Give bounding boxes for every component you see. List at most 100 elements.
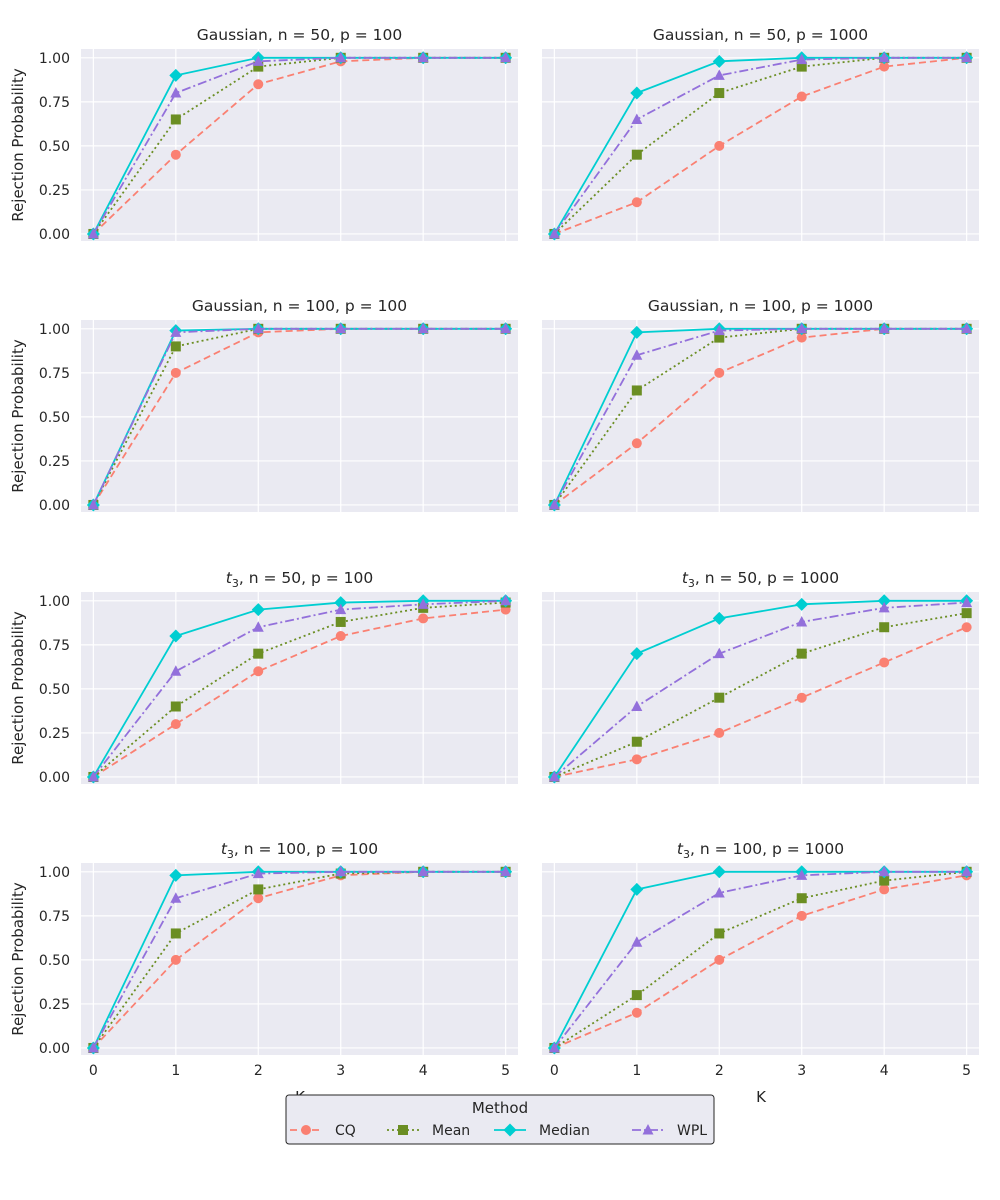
data-point <box>712 865 726 879</box>
y-tick-label: 0.50 <box>39 953 70 969</box>
data-point <box>170 341 181 352</box>
x-tick-label: 5 <box>501 1063 510 1079</box>
data-point <box>878 865 890 877</box>
y-axis-label: Rejection Probability <box>9 339 27 493</box>
data-point <box>631 149 642 160</box>
series-line <box>553 870 967 1049</box>
data-point <box>548 498 560 510</box>
data-point <box>170 665 182 676</box>
data-point <box>796 615 808 627</box>
data-point <box>335 616 346 627</box>
legend-entry-wpl: WPL <box>632 1123 707 1139</box>
data-point <box>417 598 429 609</box>
panel-title: t3, n = 50, p = 100 <box>226 569 373 590</box>
series-line <box>553 327 967 506</box>
panel-title: t3, n = 100, p = 100 <box>221 840 378 861</box>
data-point <box>630 882 644 896</box>
series-wpl <box>548 51 973 239</box>
data-point <box>712 611 726 625</box>
legend-entry-median: Median <box>494 1123 590 1139</box>
series-line <box>92 327 506 506</box>
data-point <box>252 322 264 334</box>
y-tick-label: 0.00 <box>39 1041 70 1057</box>
data-point <box>961 596 973 608</box>
y-tick-label: 0.25 <box>39 997 70 1013</box>
data-point <box>87 1041 99 1053</box>
subplot: Gaussian, n = 50, p = 1000 <box>542 26 979 241</box>
plot-area <box>81 49 518 241</box>
plot-area <box>542 863 979 1055</box>
legend-label: Mean <box>432 1123 470 1139</box>
data-point <box>796 53 808 65</box>
data-point <box>795 597 809 611</box>
data-point <box>417 322 429 334</box>
x-tick-label: 3 <box>336 1063 345 1079</box>
data-point <box>796 869 808 880</box>
series-line <box>553 327 967 506</box>
data-point <box>335 51 347 63</box>
x-tick-label: 4 <box>880 1063 889 1079</box>
data-point <box>335 631 346 642</box>
panels: 0.00 0.25 0.50 0.75 1.00 Rejection Probabilit… <box>9 26 979 1106</box>
data-point <box>169 868 183 882</box>
y-tick-label: 0.25 <box>39 726 70 742</box>
plot-area <box>81 320 518 512</box>
series-line <box>92 56 506 235</box>
data-point <box>170 326 182 337</box>
data-point <box>713 324 725 336</box>
data-point <box>961 865 973 877</box>
data-point <box>631 754 642 765</box>
data-point <box>87 770 99 782</box>
data-point <box>713 69 725 80</box>
panel-title: Gaussian, n = 50, p = 1000 <box>653 26 868 44</box>
legend-label: CQ <box>335 1123 356 1139</box>
data-point <box>170 954 181 965</box>
data-point <box>961 322 973 334</box>
legend-marker <box>398 1125 408 1135</box>
data-point <box>170 114 181 125</box>
data-point <box>170 892 182 903</box>
y-tick-label: 0.00 <box>39 498 70 514</box>
data-point <box>631 736 642 747</box>
legend-label: Median <box>539 1123 590 1139</box>
x-tick-label: 1 <box>632 1063 641 1079</box>
data-point <box>500 594 512 606</box>
data-point <box>631 438 642 449</box>
series-line <box>553 599 967 778</box>
panel-title: Gaussian, n = 100, p = 1000 <box>648 297 873 315</box>
series-line <box>553 601 967 778</box>
series-wpl <box>87 594 512 782</box>
x-tick-label: 2 <box>715 1063 724 1079</box>
x-tick-label: 4 <box>419 1063 428 1079</box>
data-point <box>170 719 181 730</box>
data-point <box>170 367 181 378</box>
y-tick-label: 0.75 <box>39 366 70 382</box>
plot-area <box>81 592 518 784</box>
data-point <box>796 322 808 334</box>
data-point <box>961 622 972 633</box>
data-point <box>631 113 643 124</box>
legend-marker <box>642 1124 654 1135</box>
data-point <box>714 367 725 378</box>
y-tick-label: 1.00 <box>39 865 70 881</box>
subplot: 0.00 0.25 0.50 0.75 1.00 Rejection Probabilit… <box>9 297 518 514</box>
data-point <box>714 140 725 151</box>
series-line <box>92 327 506 506</box>
series-line <box>92 599 506 778</box>
series-line <box>92 56 506 235</box>
x-tick-label: 2 <box>254 1063 263 1079</box>
data-point <box>253 648 264 659</box>
data-point <box>714 928 725 939</box>
data-point <box>796 61 807 72</box>
y-axis-label: Rejection Probability <box>9 611 27 765</box>
data-point <box>877 594 891 608</box>
data-point <box>796 893 807 904</box>
y-tick-label: 0.50 <box>39 139 70 155</box>
panel-title: Gaussian, n = 50, p = 100 <box>197 26 403 44</box>
legend-box <box>285 1094 715 1145</box>
data-point <box>87 227 99 239</box>
subplot: Gaussian, n = 100, p = 1000 <box>542 297 979 512</box>
data-point <box>418 613 429 624</box>
series-line <box>92 870 506 1049</box>
y-tick-label: 0.00 <box>39 770 70 786</box>
